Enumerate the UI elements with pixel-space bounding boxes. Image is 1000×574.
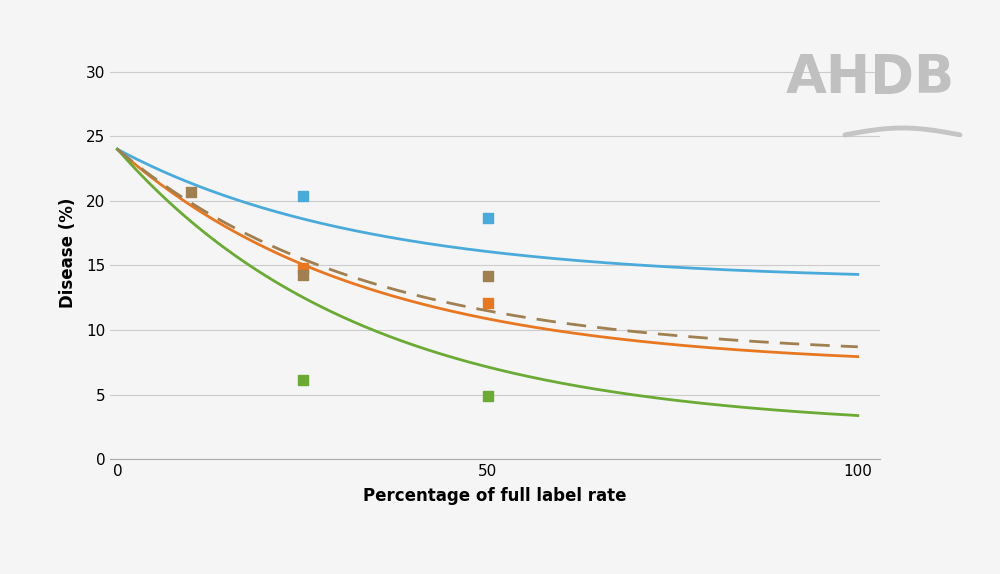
Text: AHDB: AHDB [786, 52, 955, 104]
Point [294, 270, 310, 279]
Point [480, 213, 496, 222]
Y-axis label: Disease (%): Disease (%) [59, 197, 77, 308]
Point [183, 187, 199, 196]
Point [294, 376, 310, 385]
Point [480, 272, 496, 281]
Point [480, 391, 496, 401]
Point [480, 298, 496, 308]
Point [294, 263, 310, 273]
X-axis label: Percentage of full label rate: Percentage of full label rate [363, 487, 627, 505]
Point [294, 191, 310, 200]
